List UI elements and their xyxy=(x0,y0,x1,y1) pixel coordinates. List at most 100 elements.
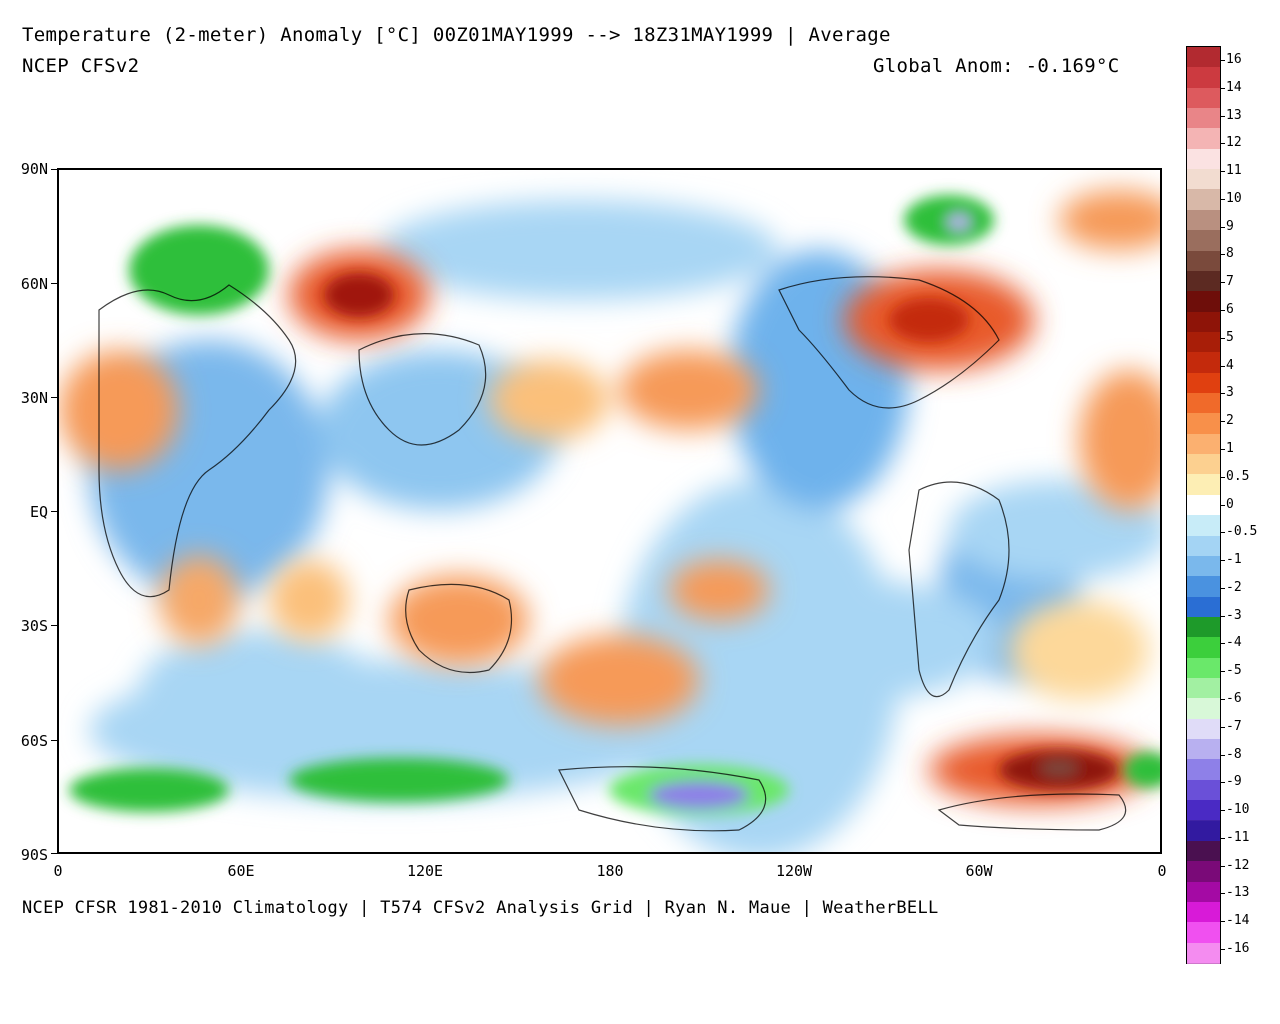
colorbar-tick xyxy=(1221,532,1225,534)
colorbar-tick xyxy=(1221,837,1225,839)
colorbar-swatch xyxy=(1187,535,1220,557)
colorbar-swatch xyxy=(1187,352,1220,374)
colorbar-swatch xyxy=(1187,616,1220,639)
colorbar-swatch xyxy=(1187,454,1220,476)
colorbar-label: 11 xyxy=(1226,163,1242,179)
colorbar-tick xyxy=(1221,476,1225,478)
anomaly-field xyxy=(59,170,1160,852)
colorbar-label: -5 xyxy=(1226,663,1242,679)
colorbar-tick xyxy=(1221,365,1225,367)
colorbar-label: -16 xyxy=(1226,941,1250,956)
colorbar-swatch xyxy=(1187,494,1220,517)
colorbar-swatch xyxy=(1187,128,1220,150)
lon-label-0-west: 0 xyxy=(53,862,63,880)
lon-label-180: 180 xyxy=(596,862,624,880)
colorbar-swatch xyxy=(1187,739,1220,761)
colorbar-tick xyxy=(1221,698,1225,700)
colorbar-tick xyxy=(1221,893,1225,895)
colorbar-swatch xyxy=(1187,718,1220,741)
colorbar-tick xyxy=(1221,393,1225,395)
colorbar-label: 0 xyxy=(1226,496,1234,512)
colorbar-tick xyxy=(1221,87,1225,89)
model-label: NCEP CFSv2 xyxy=(22,55,140,77)
colorbar-label: 2 xyxy=(1226,413,1234,429)
colorbar-swatch xyxy=(1187,840,1220,863)
colorbar-tick xyxy=(1221,337,1225,339)
colorbar-label: -0.5 xyxy=(1226,524,1258,540)
colorbar-swatch xyxy=(1187,209,1220,232)
colorbar-swatch xyxy=(1187,820,1220,842)
colorbar-swatch xyxy=(1187,474,1220,496)
colorbar-swatch xyxy=(1187,331,1220,354)
colorbar-swatch xyxy=(1187,108,1220,130)
colorbar-tick xyxy=(1221,143,1225,145)
chart-title: Temperature (2-meter) Anomaly [°C] 00Z01… xyxy=(22,24,891,46)
lat-tick xyxy=(51,625,57,626)
colorbar-label: -11 xyxy=(1226,829,1250,845)
colorbar-swatch xyxy=(1187,47,1220,69)
colorbar-label: 9 xyxy=(1226,218,1234,234)
colorbar-label: -9 xyxy=(1226,774,1242,790)
colorbar-tick xyxy=(1221,671,1225,673)
colorbar-tick xyxy=(1221,171,1225,173)
colorbar-swatch xyxy=(1187,230,1220,252)
colorbar-swatch xyxy=(1187,67,1220,89)
colorbar-tick xyxy=(1221,198,1225,200)
colorbar-label: 6 xyxy=(1226,302,1234,318)
colorbar-swatch xyxy=(1187,515,1220,537)
colorbar-label: 5 xyxy=(1226,329,1234,345)
colorbar-label: 1 xyxy=(1226,440,1234,456)
colorbar-swatch xyxy=(1187,148,1220,171)
colorbar-label: -13 xyxy=(1226,885,1250,901)
colorbar-label: -10 xyxy=(1226,802,1250,818)
colorbar-label: -7 xyxy=(1226,718,1242,734)
lon-label-120e: 120E xyxy=(406,862,444,880)
colorbar-swatch xyxy=(1187,942,1220,964)
colorbar-swatch xyxy=(1187,698,1220,720)
lat-tick xyxy=(51,853,57,854)
colorbar-tick xyxy=(1221,726,1225,728)
colorbar-tick xyxy=(1221,115,1225,117)
colorbar-label: -12 xyxy=(1226,857,1250,873)
colorbar-swatch xyxy=(1187,555,1220,578)
colorbar-label: -2 xyxy=(1226,579,1242,595)
colorbar-tick xyxy=(1221,754,1225,756)
lat-label-90n: 90N xyxy=(20,160,48,178)
colorbar-label: 12 xyxy=(1226,135,1242,151)
colorbar-label: -6 xyxy=(1226,690,1242,706)
footer-credit: NCEP CFSR 1981-2010 Climatology | T574 C… xyxy=(22,898,939,918)
colorbar-swatch xyxy=(1187,922,1220,944)
colorbar-label: -8 xyxy=(1226,746,1242,762)
lat-tick xyxy=(51,511,57,512)
colorbar-swatch xyxy=(1187,759,1220,781)
lon-label-0-east: 0 xyxy=(1157,862,1167,880)
colorbar-swatch xyxy=(1187,596,1220,618)
colorbar-tick xyxy=(1221,921,1225,923)
lon-label-60w: 60W xyxy=(965,862,993,880)
colorbar-label: 16 xyxy=(1226,52,1242,67)
lon-label-60e: 60E xyxy=(227,862,255,880)
colorbar-swatch xyxy=(1187,779,1220,802)
colorbar-label: 14 xyxy=(1226,79,1242,95)
colorbar-swatch xyxy=(1187,433,1220,456)
lat-tick xyxy=(51,740,57,741)
colorbar-swatch xyxy=(1187,678,1220,700)
colorbar-swatch xyxy=(1187,270,1220,293)
colorbar-label: 0.5 xyxy=(1226,468,1250,484)
colorbar-swatch xyxy=(1187,372,1220,395)
colorbar-tick xyxy=(1221,421,1225,423)
colorbar xyxy=(1186,46,1221,964)
colorbar-label: -14 xyxy=(1226,913,1250,929)
lat-label-60s: 60S xyxy=(20,732,48,750)
colorbar-label: 4 xyxy=(1226,357,1234,373)
global-anomaly: Global Anom: -0.169°C xyxy=(873,55,1120,77)
colorbar-tick xyxy=(1221,310,1225,312)
colorbar-tick xyxy=(1221,810,1225,812)
colorbar-swatch xyxy=(1187,169,1220,191)
colorbar-label: 8 xyxy=(1226,246,1234,262)
colorbar-swatch xyxy=(1187,413,1220,435)
lat-tick xyxy=(51,169,57,170)
colorbar-tick xyxy=(1221,643,1225,645)
colorbar-tick xyxy=(1221,226,1225,228)
colorbar-label: 7 xyxy=(1226,274,1234,290)
